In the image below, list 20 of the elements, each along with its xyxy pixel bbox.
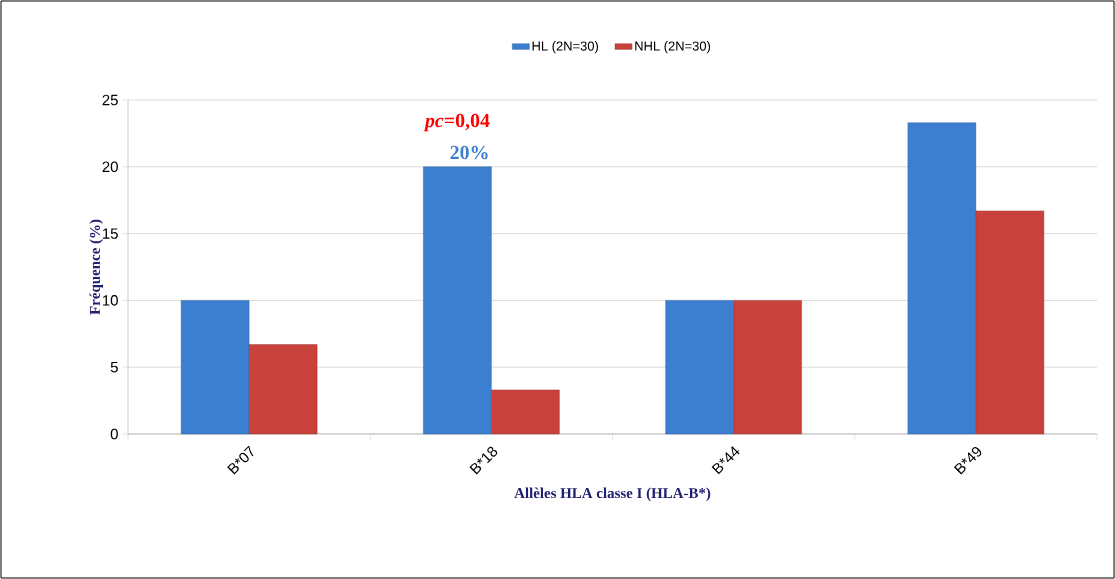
bar bbox=[665, 300, 734, 435]
bar bbox=[907, 122, 977, 435]
bar bbox=[733, 300, 802, 435]
legend-label: HL (2N=30) bbox=[532, 41, 599, 54]
annotation: pc=0,04 bbox=[423, 113, 490, 132]
legend-label: NHL (2N=30) bbox=[635, 41, 711, 54]
x-axis-title: Allèles HLA classe I (HLA-B*) bbox=[514, 487, 711, 502]
bar bbox=[423, 166, 492, 435]
y-tick-label: 25 bbox=[102, 94, 118, 106]
y-axis-title: Fréquence (%) bbox=[89, 219, 104, 315]
bar bbox=[975, 210, 1045, 435]
y-tick-label: 0 bbox=[110, 428, 118, 440]
bar bbox=[491, 389, 560, 435]
y-tick-label: 5 bbox=[110, 361, 118, 373]
y-tick-label: 15 bbox=[103, 228, 118, 239]
y-tick-label: 10 bbox=[103, 295, 118, 306]
bar bbox=[248, 344, 318, 435]
y-tick-label: 20 bbox=[102, 161, 118, 173]
bar bbox=[180, 300, 250, 435]
annotation: 20% bbox=[450, 145, 488, 160]
